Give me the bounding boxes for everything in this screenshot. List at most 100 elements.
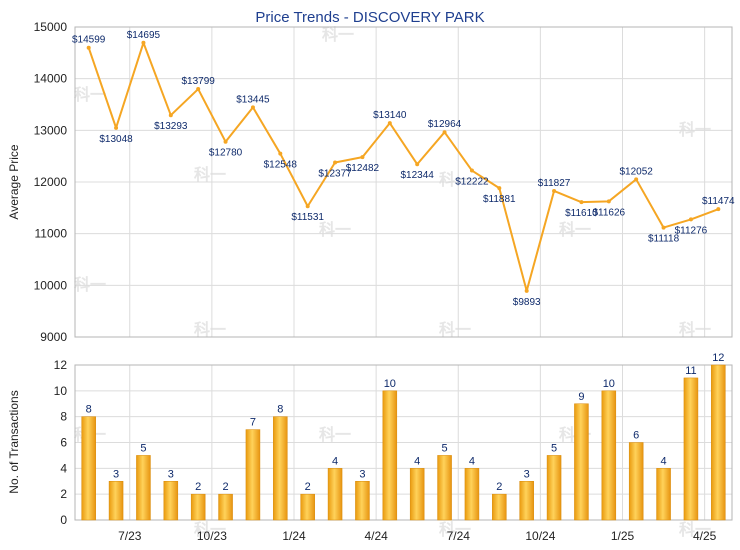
transaction-count-label: 7: [250, 417, 256, 429]
price-data-label: $12377: [318, 169, 352, 180]
watermark-text: 科一: [322, 25, 354, 44]
transactions-plot-frame: [74, 364, 733, 521]
watermark-text: 科一: [439, 320, 471, 339]
transaction-count-label: 9: [578, 391, 584, 403]
transactions-bars: [81, 364, 726, 521]
watermark-text: 科一: [679, 320, 711, 339]
price-y-tick-label: 15000: [34, 20, 68, 34]
transaction-bar: [273, 416, 288, 521]
transaction-count-label: 4: [469, 455, 475, 467]
transactions-y-tick-label: 12: [54, 358, 68, 372]
price-data-label: $11474: [702, 196, 735, 207]
transaction-count-label: 10: [384, 378, 396, 390]
price-point: [141, 40, 146, 45]
transaction-count-label: 3: [359, 468, 365, 480]
transaction-bar: [574, 403, 589, 521]
watermark-text: 科一: [559, 220, 591, 239]
price-y-tick-label: 12000: [34, 175, 68, 189]
price-data-label: $12482: [346, 163, 380, 174]
transaction-count-label: 2: [223, 481, 229, 493]
price-point: [415, 162, 420, 167]
transaction-count-label: 2: [195, 481, 201, 493]
transactions-y-tick-label: 2: [60, 487, 67, 501]
price-data-label: $12964: [428, 119, 462, 130]
price-y-axis-label: Average Price: [7, 144, 21, 219]
transactions-y-tick-label: 8: [60, 410, 67, 424]
transactions-y-tick-label: 6: [60, 436, 67, 450]
price-data-label: $13445: [236, 94, 270, 105]
x-tick-label: 7/24: [447, 529, 471, 543]
transaction-bar: [300, 493, 315, 521]
watermark-text: 科一: [74, 85, 106, 104]
price-data-label: $12548: [264, 160, 298, 171]
watermark-text: 科一: [74, 275, 106, 294]
price-point: [250, 105, 255, 110]
price-point: [387, 121, 392, 126]
price-data-label: $11276: [675, 225, 708, 236]
transaction-count-label: 2: [305, 481, 311, 493]
price-point: [661, 225, 666, 230]
x-tick-label: 7/23: [118, 529, 142, 543]
price-point: [223, 139, 228, 144]
price-point: [278, 151, 283, 156]
watermark-text: 科一: [194, 520, 226, 539]
transaction-count-label: 2: [496, 481, 502, 493]
price-data-label: $11881: [483, 194, 516, 205]
watermark-text: 科一: [679, 120, 711, 139]
transactions-y-tick-label: 10: [54, 384, 68, 398]
transaction-bar: [163, 481, 179, 521]
price-point: [86, 45, 91, 50]
transactions-y-tick-label: 4: [60, 461, 67, 475]
price-point: [552, 188, 557, 193]
x-tick-label: 1/24: [282, 529, 306, 543]
price-data-label: $11827: [538, 178, 571, 189]
transaction-count-label: 4: [414, 455, 420, 467]
transaction-bar: [464, 468, 480, 521]
transaction-count-label: 3: [113, 468, 119, 480]
transaction-bar: [136, 455, 151, 521]
transaction-bar: [382, 390, 398, 521]
transaction-count-label: 11: [685, 365, 696, 377]
transactions-y-tick-label: 0: [60, 513, 67, 527]
price-y-tick-label: 13000: [34, 123, 68, 137]
price-data-label: $11118: [648, 234, 680, 245]
watermark-text: 科一: [319, 425, 351, 444]
chart-title: Price Trends - DISCOVERY PARK: [255, 9, 484, 26]
transaction-bar: [601, 390, 617, 521]
transaction-count-label: 5: [442, 442, 448, 454]
price-data-label: $12222: [455, 177, 489, 188]
x-tick-label: 10/23: [197, 529, 227, 543]
transaction-bar: [245, 429, 261, 521]
price-data-label: $9893: [513, 297, 541, 308]
transaction-bar: [190, 493, 206, 521]
price-axes: [74, 26, 733, 338]
watermark-text: 科一: [439, 170, 471, 189]
price-point: [442, 130, 447, 135]
transaction-count-label: 8: [86, 404, 92, 416]
transaction-count-label: 3: [168, 468, 174, 480]
watermark-text: 科一: [194, 320, 226, 339]
price-point: [305, 204, 310, 209]
transaction-count-label: 4: [332, 455, 338, 467]
price-point: [634, 177, 639, 182]
watermark-text: 科一: [679, 520, 711, 539]
transaction-bar: [683, 377, 699, 521]
watermark-text: 科一: [194, 165, 226, 184]
price-y-tick-label: 10000: [34, 278, 68, 292]
transaction-bar: [711, 364, 726, 521]
price-point: [524, 288, 529, 293]
price-point: [114, 125, 119, 130]
transaction-count-label: 6: [633, 430, 639, 442]
transaction-count-label: 8: [277, 404, 283, 416]
price-data-label: $13799: [182, 76, 216, 87]
watermark-text: 科一: [319, 220, 351, 239]
transaction-count-label: 5: [551, 442, 557, 454]
price-point: [579, 200, 584, 205]
price-data-label: $11531: [291, 212, 324, 223]
transaction-count-label: 10: [603, 378, 615, 390]
x-tick-label: 10/24: [525, 529, 555, 543]
transaction-bar: [327, 468, 343, 521]
price-point: [688, 217, 693, 222]
x-tick-label: 1/25: [611, 529, 635, 543]
transaction-bar: [437, 455, 452, 521]
